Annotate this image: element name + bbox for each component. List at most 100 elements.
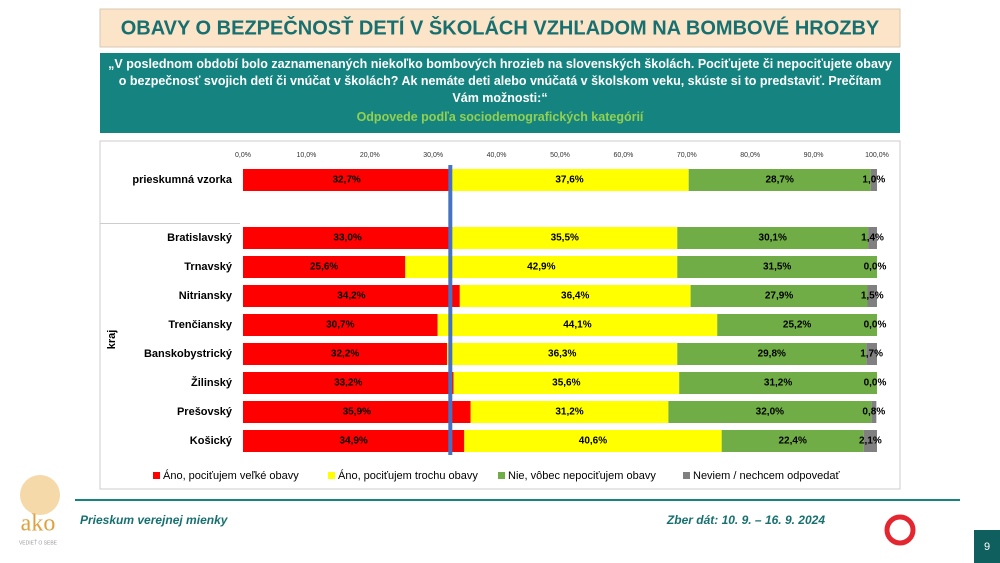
value-label: 25,2%: [783, 320, 811, 331]
bar-segment: [464, 430, 722, 452]
category-label: Trnavský: [184, 261, 233, 273]
bar-segment: [243, 314, 438, 336]
bar-segment: [450, 169, 689, 191]
category-label: prieskumná vzorka: [132, 174, 233, 186]
value-label: 37,6%: [555, 175, 583, 186]
legend-label: Nie, vôbec nepociťujem obavy: [508, 470, 656, 482]
value-label: 34,9%: [339, 436, 367, 447]
x-tick-label: 70,0%: [677, 152, 697, 159]
value-label: 31,5%: [763, 262, 791, 273]
value-label: 1,0%: [862, 175, 885, 186]
legend-label: Áno, pociťujem trochu obavy: [338, 469, 478, 482]
x-tick-label: 0,0%: [235, 152, 251, 159]
value-label: 34,2%: [337, 291, 365, 302]
value-label: 30,7%: [326, 320, 354, 331]
value-label: 35,5%: [551, 233, 579, 244]
value-label: 1,7%: [860, 349, 883, 360]
legend-swatch: [328, 472, 335, 479]
bar-segment: [868, 227, 877, 249]
bar-segment: [243, 227, 453, 249]
value-label: 31,2%: [555, 407, 583, 418]
legend-swatch: [498, 472, 505, 479]
value-label: 28,7%: [766, 175, 794, 186]
legend-label: Áno, pociťujem veľké obavy: [163, 469, 299, 482]
value-label: 35,6%: [552, 378, 580, 389]
title-box: [99, 8, 901, 48]
value-label: 36,4%: [561, 291, 589, 302]
footer-left: Prieskum verejnej mienky: [80, 513, 229, 527]
bar-segment: [243, 169, 451, 191]
category-label: Nitriansky: [179, 290, 233, 302]
bar-segment: [405, 256, 678, 278]
group-label: kraj: [106, 330, 118, 350]
value-label: 0,0%: [864, 320, 887, 331]
bar-segment: [243, 372, 454, 394]
bar-segment: [867, 285, 877, 307]
question-wrap: „V poslednom období bolo zaznamenaných n…: [108, 57, 892, 124]
subtitle: Odpovede podľa sociodemografických kateg…: [356, 110, 644, 124]
x-tick-label: 90,0%: [804, 152, 824, 159]
bar-segment: [470, 401, 669, 423]
category-label: Prešovský: [177, 406, 233, 418]
value-label: 33,0%: [333, 233, 361, 244]
value-label: 32,7%: [332, 175, 360, 186]
value-label: 27,9%: [765, 291, 793, 302]
page-number: 9: [984, 541, 990, 553]
value-label: 0,0%: [864, 262, 887, 273]
value-label: 1,5%: [861, 291, 884, 302]
value-label: 35,9%: [343, 407, 371, 418]
value-label: 44,1%: [563, 320, 591, 331]
bar-segment: [243, 401, 471, 423]
bar-segment: [243, 256, 406, 278]
bar-segment: [452, 227, 678, 249]
bar-segment: [679, 372, 877, 394]
bar-segment: [243, 430, 465, 452]
category-label: Trenčiansky: [168, 319, 232, 331]
brand-icon: [884, 514, 916, 546]
value-label: 36,3%: [548, 349, 576, 360]
bar-segment: [453, 372, 680, 394]
category-label: Banskobystrický: [144, 348, 233, 360]
page-box: [974, 530, 1000, 563]
bar-segment: [688, 169, 871, 191]
bar-segment: [459, 285, 691, 307]
bar-segment: [437, 314, 718, 336]
x-tick-label: 60,0%: [613, 152, 633, 159]
footer-right: Zber dát: 10. 9. – 16. 9. 2024: [666, 513, 825, 527]
value-label: 1,4%: [861, 233, 884, 244]
x-tick-label: 10,0%: [296, 152, 316, 159]
question: „V poslednom období bolo zaznamenaných n…: [108, 57, 892, 105]
bar-segment: [677, 227, 869, 249]
value-label: 22,4%: [778, 436, 806, 447]
x-tick-label: 80,0%: [740, 152, 760, 159]
bar-segment: [243, 343, 448, 365]
bar-segment: [721, 430, 864, 452]
bar-segment: [717, 314, 877, 336]
plot: 0,0% 10,0% 20,0% 30,0% 40,0% 50,0% 60,0% 70,0% 8…: [100, 152, 889, 482]
legend-swatch: [153, 472, 160, 479]
value-label: 29,8%: [758, 349, 786, 360]
value-label: 42,9%: [527, 262, 555, 273]
bar-segment: [690, 285, 868, 307]
value-label: 33,2%: [334, 378, 362, 389]
value-label: 32,2%: [331, 349, 359, 360]
logo-tagline: VEDIEŤ O SEBE: [19, 538, 58, 546]
x-tick-label: 100,0%: [865, 152, 889, 159]
x-tick-label: 20,0%: [360, 152, 380, 159]
bar-segment: [677, 256, 877, 278]
bar-segment: [677, 343, 867, 365]
value-label: 0,0%: [864, 378, 887, 389]
value-label: 0,8%: [862, 407, 885, 418]
value-label: 30,1%: [759, 233, 787, 244]
bar-segment: [870, 169, 877, 191]
logo: ako: [21, 511, 56, 537]
x-tick-label: 40,0%: [487, 152, 507, 159]
x-tick-label: 50,0%: [550, 152, 570, 159]
bar-segment: [871, 401, 877, 423]
value-label: 40,6%: [579, 436, 607, 447]
slide-title: OBAVY O BEZPEČNOSŤ DETÍ V ŠKOLÁCH VZHĽAD…: [121, 15, 880, 39]
bar-segment: [668, 401, 872, 423]
category-label: Košický: [190, 435, 233, 447]
category-label: Žilinský: [191, 376, 233, 389]
